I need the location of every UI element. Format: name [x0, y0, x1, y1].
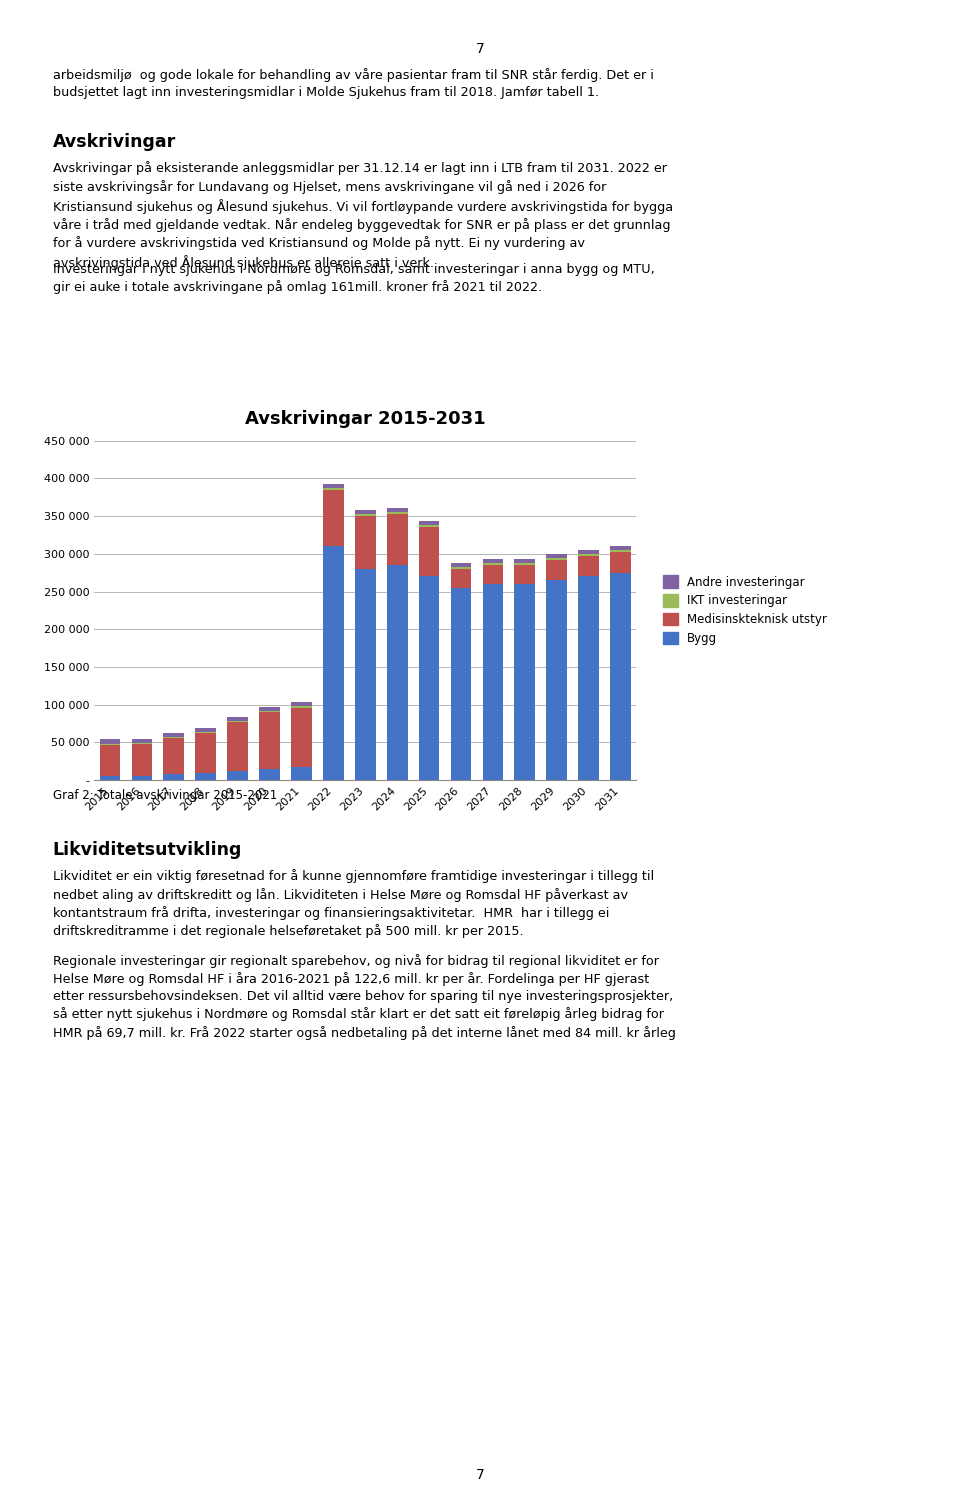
Bar: [100, 776, 120, 780]
Bar: [291, 708, 312, 767]
Bar: [387, 512, 408, 515]
Bar: [163, 733, 184, 736]
Bar: [578, 557, 599, 576]
Bar: [228, 771, 248, 780]
Bar: [355, 569, 375, 780]
Text: Avskrivingar på eksisterande anleggsmidlar per 31.12.14 er lagt inn i LTB fram t: Avskrivingar på eksisterande anleggsmidl…: [53, 161, 673, 270]
Bar: [419, 576, 440, 780]
Bar: [450, 569, 471, 589]
Bar: [100, 739, 120, 744]
Text: arbeidsmiljø  og gode lokale for behandling av våre pasientar fram til SNR står : arbeidsmiljø og gode lokale for behandli…: [53, 68, 654, 100]
Bar: [323, 490, 344, 546]
Bar: [515, 566, 535, 584]
Text: Likviditetsutvikling: Likviditetsutvikling: [53, 841, 242, 859]
Bar: [419, 522, 440, 525]
Bar: [196, 733, 216, 773]
Bar: [291, 706, 312, 708]
Bar: [387, 566, 408, 780]
Text: Likviditet er ein viktig føresetnad for å kunne gjennomføre framtidige investeri: Likviditet er ein viktig føresetnad for …: [53, 869, 654, 939]
Bar: [259, 712, 280, 770]
Text: 7: 7: [475, 1468, 485, 1482]
Bar: [546, 581, 567, 780]
Bar: [611, 573, 631, 780]
Bar: [578, 576, 599, 780]
Bar: [611, 552, 631, 573]
Bar: [546, 560, 567, 581]
Bar: [228, 723, 248, 771]
Bar: [483, 566, 503, 584]
Bar: [450, 563, 471, 567]
Bar: [228, 721, 248, 723]
Bar: [546, 554, 567, 558]
Bar: [228, 717, 248, 721]
Text: 7: 7: [475, 42, 485, 56]
Bar: [483, 560, 503, 563]
Bar: [196, 729, 216, 732]
Bar: [578, 551, 599, 554]
Bar: [515, 560, 535, 563]
Bar: [291, 703, 312, 706]
Bar: [483, 584, 503, 780]
Bar: [100, 745, 120, 776]
Bar: [132, 744, 153, 776]
Bar: [450, 589, 471, 780]
Bar: [163, 738, 184, 774]
Bar: [259, 706, 280, 711]
Legend: Andre investeringar, IKT investeringar, Medisinskteknisk utstyr, Bygg: Andre investeringar, IKT investeringar, …: [659, 570, 831, 650]
Bar: [419, 525, 440, 528]
Bar: [515, 584, 535, 780]
Text: Graf 2: Totale avskrivingar 2015-2021: Graf 2: Totale avskrivingar 2015-2021: [53, 789, 277, 803]
Bar: [323, 487, 344, 490]
Bar: [546, 558, 567, 560]
Bar: [132, 739, 153, 744]
Text: Regionale investeringar gir regionalt sparebehov, og nivå for bidrag til regiona: Regionale investeringar gir regionalt sp…: [53, 954, 676, 1040]
Bar: [578, 554, 599, 557]
Bar: [483, 563, 503, 566]
Bar: [259, 711, 280, 712]
Text: Investeringar i nytt sjukehus i Nordmøre og Romsdal, samt investeringar i anna b: Investeringar i nytt sjukehus i Nordmøre…: [53, 263, 655, 294]
Bar: [355, 515, 375, 516]
Bar: [387, 507, 408, 512]
Bar: [132, 776, 153, 780]
Bar: [450, 567, 471, 569]
Bar: [355, 510, 375, 515]
Bar: [611, 551, 631, 552]
Bar: [387, 515, 408, 566]
Bar: [196, 773, 216, 780]
Title: Avskrivingar 2015-2031: Avskrivingar 2015-2031: [245, 410, 486, 429]
Bar: [323, 484, 344, 487]
Bar: [419, 528, 440, 576]
Bar: [259, 770, 280, 780]
Bar: [291, 767, 312, 780]
Bar: [163, 774, 184, 780]
Text: Avskrivingar: Avskrivingar: [53, 133, 176, 151]
Bar: [355, 516, 375, 569]
Bar: [323, 546, 344, 780]
Bar: [611, 546, 631, 551]
Bar: [515, 563, 535, 566]
